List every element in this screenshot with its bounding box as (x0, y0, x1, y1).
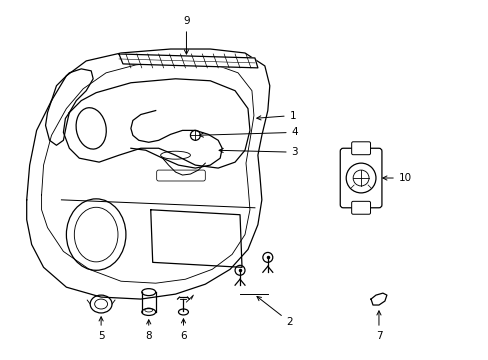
Text: 8: 8 (145, 320, 152, 341)
Text: 9: 9 (183, 16, 189, 54)
Ellipse shape (142, 309, 155, 315)
Text: 6: 6 (180, 319, 186, 341)
FancyBboxPatch shape (351, 201, 370, 214)
FancyBboxPatch shape (351, 142, 370, 155)
Text: 10: 10 (382, 173, 411, 183)
FancyBboxPatch shape (340, 148, 381, 208)
Text: 2: 2 (257, 297, 292, 327)
Ellipse shape (142, 289, 155, 296)
Text: 4: 4 (199, 127, 298, 138)
Text: 1: 1 (256, 111, 296, 121)
Polygon shape (370, 293, 386, 305)
Polygon shape (119, 54, 257, 68)
Text: 5: 5 (98, 317, 104, 341)
Text: 7: 7 (375, 311, 382, 341)
Text: 3: 3 (219, 147, 298, 157)
Ellipse shape (178, 309, 188, 315)
